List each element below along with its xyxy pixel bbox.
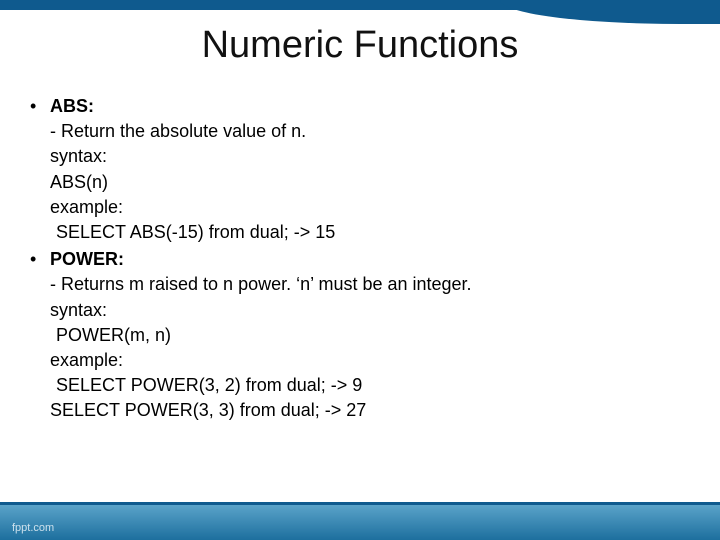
abs-syntax-label: syntax: [50, 144, 680, 169]
abs-example-label: example: [50, 195, 680, 220]
bullet-label-power: POWER: [50, 247, 124, 272]
power-syntax-label: syntax: [50, 298, 680, 323]
bullet-abs: • ABS: [30, 94, 680, 119]
bottom-band [0, 502, 720, 540]
abs-example-1: SELECT ABS(-15) from dual; -> 15 [56, 220, 680, 245]
abs-syntax: ABS(n) [50, 170, 680, 195]
power-example-1: SELECT POWER(3, 2) from dual; -> 9 [56, 373, 680, 398]
footer-text: fppt.com [12, 522, 54, 534]
top-curve-decoration [500, 0, 720, 24]
bullet-marker: • [30, 94, 50, 119]
power-description: - Returns m raised to n power. ‘n’ must … [50, 272, 680, 297]
bullet-marker: • [30, 247, 50, 272]
slide-title: Numeric Functions [0, 24, 720, 67]
power-example-2: SELECT POWER(3, 3) from dual; -> 27 [50, 398, 680, 423]
bullet-power: • POWER: [30, 247, 680, 272]
slide-content: • ABS: - Return the absolute value of n.… [30, 92, 680, 423]
power-syntax: POWER(m, n) [56, 323, 680, 348]
bullet-label-abs: ABS: [50, 94, 94, 119]
abs-description: - Return the absolute value of n. [50, 119, 680, 144]
power-example-label: example: [50, 348, 680, 373]
